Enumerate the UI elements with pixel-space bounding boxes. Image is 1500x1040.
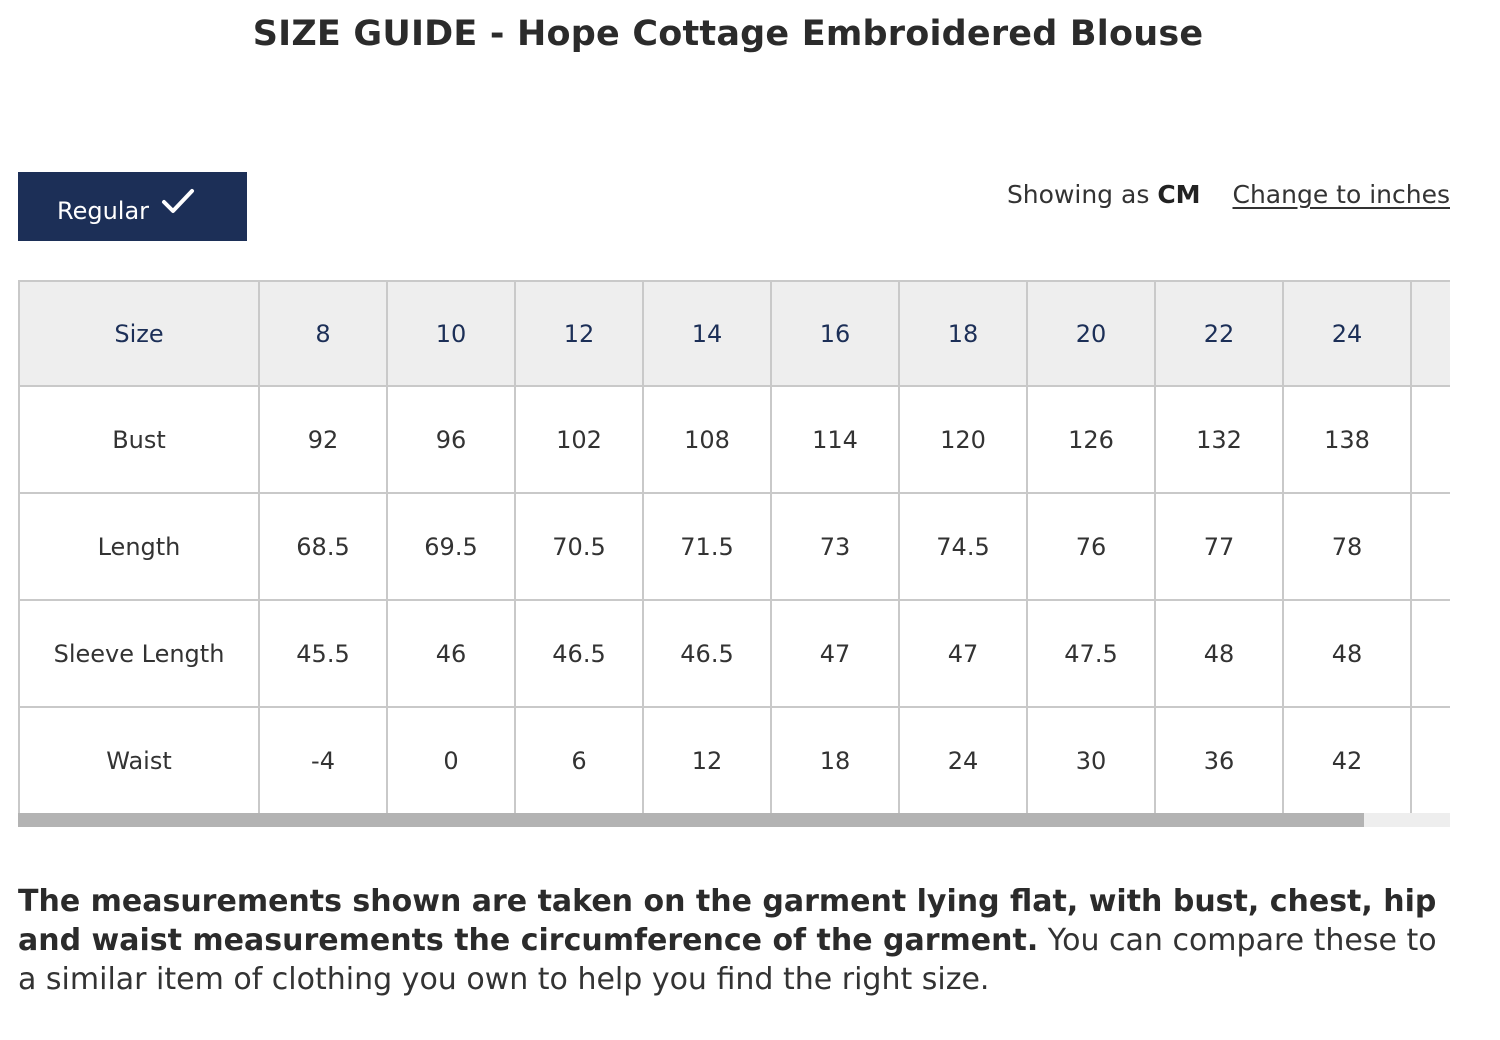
- fit-tab-regular[interactable]: Regular: [18, 172, 247, 241]
- size-column-header: 18: [898, 280, 1028, 387]
- measurement-label: Waist: [18, 706, 260, 814]
- size-column-header: 24: [1282, 280, 1412, 387]
- measurement-cell: 48: [1154, 599, 1284, 708]
- measurement-cell: 108: [642, 385, 772, 494]
- measurement-cell: 68.5: [258, 492, 388, 601]
- measurement-cell: 6: [514, 706, 644, 814]
- table-row: Waist -4 0 6 12 18 24 30 36 42: [18, 706, 1450, 814]
- size-header-row: Size810121416182022242: [18, 280, 1450, 387]
- measurement-cell: 102: [514, 385, 644, 494]
- measurement-cell: 70.5: [514, 492, 644, 601]
- measurement-cell: 69.5: [386, 492, 516, 601]
- current-unit: CM: [1157, 180, 1201, 209]
- measurement-cell: 92: [258, 385, 388, 494]
- measurement-cell: 18: [770, 706, 900, 814]
- measurement-cell: 138: [1282, 385, 1412, 494]
- measurement-cell: 132: [1154, 385, 1284, 494]
- measurement-note-regular: You can compare these to a similar item …: [18, 923, 1437, 997]
- measurement-cell: [1410, 706, 1450, 814]
- measurement-cell: 78: [1282, 492, 1412, 601]
- size-column-header: 14: [642, 280, 772, 387]
- measurement-cell: 46.5: [514, 599, 644, 708]
- units-showing-text: Showing as: [1006, 180, 1150, 209]
- size-table: Size810121416182022242Bust92961021081141…: [18, 280, 1450, 814]
- scrollbar-thumb[interactable]: [18, 813, 1365, 827]
- measurement-note: The measurements shown are taken on the …: [18, 882, 1458, 999]
- horizontal-scrollbar[interactable]: [18, 813, 1450, 827]
- measurement-cell: 47: [770, 599, 900, 708]
- page-title: SIZE GUIDE - Hope Cottage Embroidered Bl…: [252, 14, 1204, 54]
- measurement-cell: 120: [898, 385, 1028, 494]
- measurement-cell: 42: [1282, 706, 1412, 814]
- measurement-cell: [1410, 492, 1450, 601]
- measurement-cell: 76: [1026, 492, 1156, 601]
- measurement-cell: 45.5: [258, 599, 388, 708]
- change-to-inches-link[interactable]: Change to inches: [1232, 180, 1451, 209]
- measurement-cell: 47: [898, 599, 1028, 708]
- measurement-cell: 126: [1026, 385, 1156, 494]
- unit-toggle: Showing as CM Change to inches: [1007, 180, 1450, 209]
- measurement-cell: 114: [770, 385, 900, 494]
- measurement-label: Bust: [18, 385, 260, 494]
- measurement-cell: 47.5: [1026, 599, 1156, 708]
- size-column-header: 12: [514, 280, 644, 387]
- measurement-cell: [1410, 385, 1450, 494]
- measurement-cell: 4: [1410, 599, 1450, 708]
- measurement-cell: 77: [1154, 492, 1284, 601]
- size-column-header: 2: [1410, 280, 1450, 387]
- measurement-note-bold: The measurements shown are taken on the …: [18, 884, 1437, 958]
- size-column-header: 16: [770, 280, 900, 387]
- measurement-cell: 0: [386, 706, 516, 814]
- size-header-label: Size: [18, 280, 260, 387]
- measurement-cell: -4: [258, 706, 388, 814]
- measurement-label: Length: [18, 492, 260, 601]
- measurement-cell: 46: [386, 599, 516, 708]
- size-column-header: 10: [386, 280, 516, 387]
- table-row: Length 68.5 69.5 70.5 71.5 73 74.5 76 77 78: [18, 492, 1450, 601]
- table-row: Bust 92 96 102 108 114 120 126 132 138: [18, 385, 1450, 494]
- measurement-cell: 36: [1154, 706, 1284, 814]
- measurement-cell: 24: [898, 706, 1028, 814]
- size-column-header: 22: [1154, 280, 1284, 387]
- size-table-scroll-area[interactable]: Size810121416182022242Bust92961021081141…: [18, 280, 1450, 814]
- measurement-cell: 48: [1282, 599, 1412, 708]
- size-column-header: 20: [1026, 280, 1156, 387]
- measurement-cell: 96: [386, 385, 516, 494]
- measurement-cell: 71.5: [642, 492, 772, 601]
- measurement-label: Sleeve Length: [18, 599, 260, 708]
- measurement-cell: 12: [642, 706, 772, 814]
- measurement-cell: 46.5: [642, 599, 772, 708]
- size-column-header: 8: [258, 280, 388, 387]
- checkmark-icon: [162, 188, 195, 213]
- measurement-cell: 73: [770, 492, 900, 601]
- fit-tab-label: Regular: [57, 196, 150, 225]
- measurement-cell: 74.5: [898, 492, 1028, 601]
- measurement-cell: 30: [1026, 706, 1156, 814]
